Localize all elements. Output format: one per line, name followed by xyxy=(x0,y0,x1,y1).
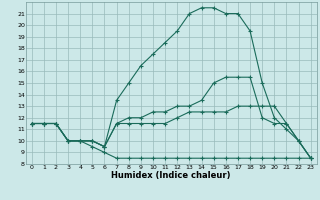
X-axis label: Humidex (Indice chaleur): Humidex (Indice chaleur) xyxy=(111,171,231,180)
